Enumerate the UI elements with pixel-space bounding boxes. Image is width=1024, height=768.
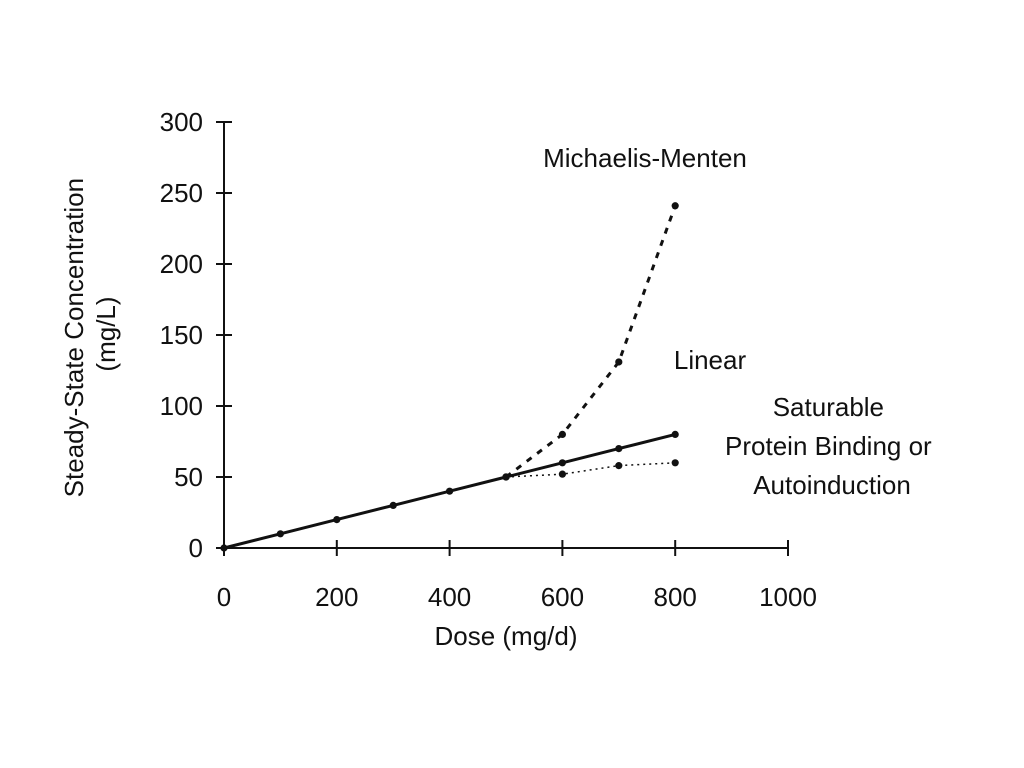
data-point-linear (446, 487, 454, 495)
data-point-linear (558, 459, 567, 467)
y-tick-label: 50 (174, 462, 203, 492)
data-point-linear (276, 530, 284, 538)
y-tick-label: 300 (160, 107, 203, 137)
x-tick-label: 600 (541, 582, 584, 612)
y-tick-label: 0 (189, 533, 203, 563)
y-axis-title-line-1: Steady-State Concentration (59, 178, 89, 497)
data-point-saturable (615, 462, 623, 470)
x-axis-title: Dose (mg/d) (434, 621, 577, 651)
data-point-michaelis (671, 202, 679, 210)
series-line-saturable (505, 462, 676, 478)
x-tick-label: 400 (428, 582, 471, 612)
axes: 0 200 400 600 800 1000 0 50 100 150 200 250 300 (160, 107, 817, 612)
data-point-linear (671, 430, 679, 438)
y-axis-title: Steady-State Concentration (mg/L) (59, 171, 121, 498)
series-layer (220, 202, 679, 552)
series-line-michaelis (505, 205, 677, 479)
x-tick-label: 200 (315, 582, 358, 612)
y-tick-label: 100 (160, 391, 203, 421)
y-tick-label: 150 (160, 320, 203, 350)
data-point-michaelis (615, 358, 623, 366)
y-axis-title-line-2: (mg/L) (91, 296, 121, 371)
data-point-saturable (558, 470, 567, 478)
data-point-linear (333, 516, 341, 524)
y-tick-label: 250 (160, 178, 203, 208)
data-point-linear (615, 445, 623, 453)
label-saturable-line-1: Saturable (773, 392, 884, 422)
y-tick-label: 200 (160, 249, 203, 279)
data-point-linear (389, 501, 397, 509)
x-tick-label: 1000 (759, 582, 817, 612)
label-michaelis-menten: Michaelis-Menten (543, 143, 747, 173)
data-point-saturable (671, 459, 679, 467)
data-point-saturable (502, 473, 510, 481)
label-saturable-line-2: Protein Binding or (725, 431, 932, 461)
label-saturable: Saturable Protein Binding or Autoinducti… (725, 392, 939, 500)
x-tick-label: 800 (654, 582, 697, 612)
label-saturable-line-3: Autoinduction (753, 470, 911, 500)
x-tick-label: 0 (217, 582, 231, 612)
label-linear: Linear (674, 345, 747, 375)
data-point-linear (220, 544, 228, 552)
data-point-michaelis (558, 430, 567, 438)
